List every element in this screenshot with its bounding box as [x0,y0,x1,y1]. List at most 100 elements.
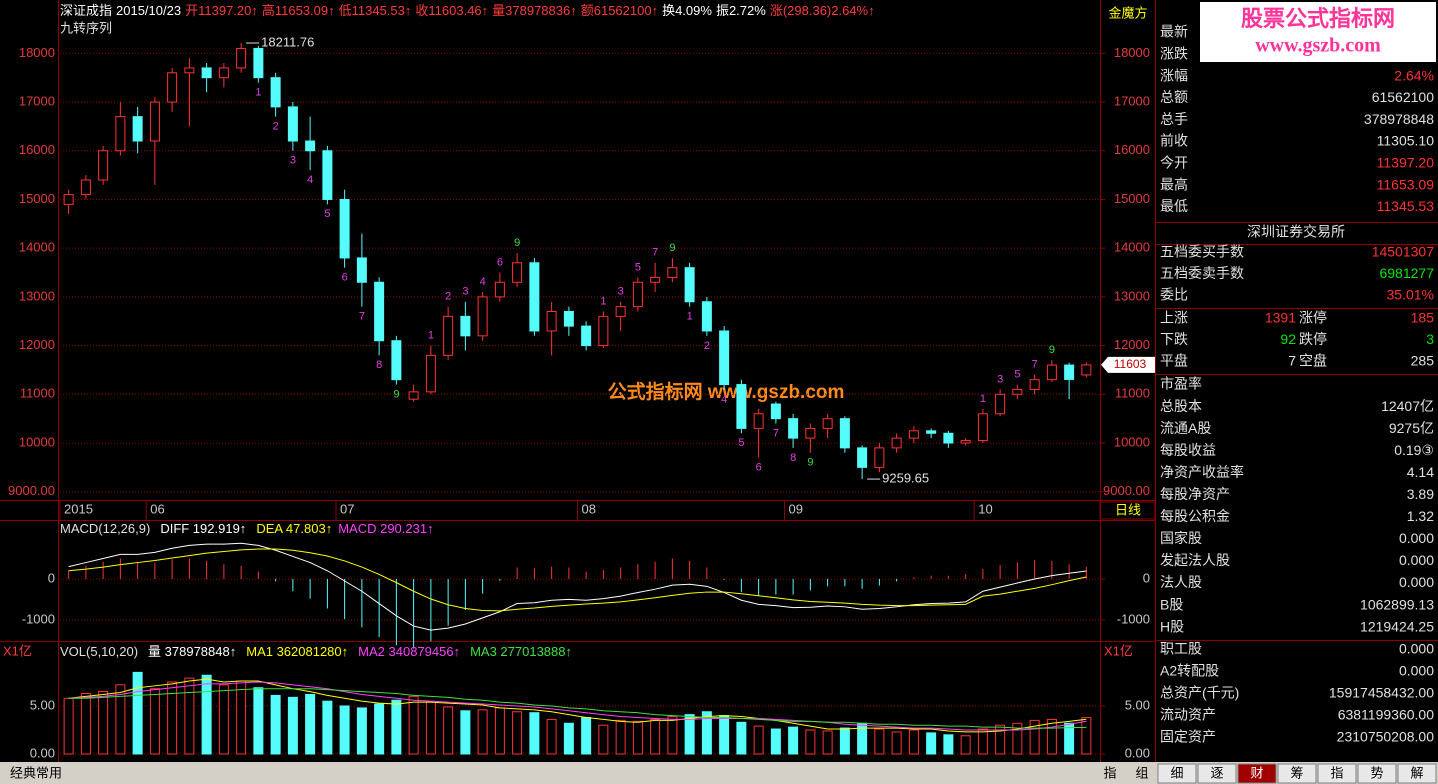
candle-body [1081,364,1092,376]
footer-button[interactable]: 组 [1135,765,1148,780]
volume-bar [305,693,316,755]
volume-bar [753,725,764,755]
row-label: 每股公积金 [1160,508,1230,524]
volume-bar [719,715,730,755]
footer-tab[interactable] [1157,763,1197,784]
footer-tab-label[interactable]: 筹 [1290,765,1303,780]
footer-tab[interactable] [1197,763,1237,784]
row-value: 11653.09 [1377,176,1435,192]
ma-line [68,681,1087,731]
candle-body [598,315,609,347]
footer-tab[interactable] [1277,763,1317,784]
volume-bar [943,734,954,755]
candle-body [632,281,643,308]
footer-button[interactable]: 指 [1103,765,1116,780]
td-label: 5 [635,261,641,273]
volume-bar [236,680,247,755]
candle-body [581,325,592,347]
y2-tick-label: 18000 [1114,45,1150,60]
y2-tick-label: 16000 [1114,142,1150,157]
candle-body [408,391,419,400]
y-tick-label: 10000 [19,434,55,449]
footer-tab-label[interactable]: 财 [1250,765,1263,780]
footer-tab-label[interactable]: 细 [1170,765,1183,780]
volume-bar [253,687,264,755]
row-label: 每股净资产 [1160,486,1230,502]
row-value: 9275亿 [1389,420,1434,436]
volume-bar [563,722,574,755]
y2-tick-label: 9000.00 [1103,483,1150,498]
row-value: 3 [1426,331,1434,347]
td-label: 9 [393,388,399,400]
volume-bar [977,728,988,755]
row-value: 2310750208.00 [1337,729,1435,745]
volume-bar [1081,717,1092,755]
row-value: 1219424.25 [1360,618,1434,634]
td-label: 2 [704,340,710,352]
volume-bar [218,684,229,755]
row-value: 14501307 [1372,244,1435,260]
candle-body [98,150,109,181]
td-label: 5 [738,437,744,449]
volume-bar [874,728,885,755]
row-value: 0.000 [1399,530,1434,546]
candle-body [822,418,833,429]
row-label: 总股本 [1160,398,1202,414]
row-label: 职工股 [1160,640,1202,656]
row-label: 国家股 [1160,530,1202,546]
footer-tab[interactable] [1397,763,1437,784]
footer-tab-label[interactable]: 指 [1330,765,1343,780]
row-value: 11397.20 [1377,155,1435,171]
volume-bar [1046,718,1057,755]
y-tick-label: 14000 [19,240,55,255]
volume-bar [270,694,281,755]
volume-bar [960,735,971,755]
macd-line [68,542,1087,631]
row-value: 0.19③ [1394,442,1434,458]
footer-tab-label[interactable]: 逐 [1210,765,1223,780]
row-value: 2.64% [1394,67,1434,83]
candle-body [908,430,919,439]
row-label: 固定资产 [1160,729,1216,745]
row-label: 流动资产 [1160,707,1216,723]
row-label: 市盈率 [1160,376,1202,392]
row-value: 1062899.13 [1360,596,1434,612]
header: 深证成指 2015/10/23 开11397.20↑ 高11653.09↑ 低11345… [60,3,875,18]
volume-bar [443,706,454,755]
row-label: 下跌 [1160,331,1188,347]
logo-title: 股票公式指标网 [1241,6,1395,31]
footer-tab[interactable] [1237,763,1277,784]
footer-tab[interactable] [1357,763,1397,784]
y2-tick-label: 10000 [1114,434,1150,449]
volume-bar [598,724,609,755]
footer-tab-label[interactable]: 解 [1410,765,1423,780]
header-item: 2015/10/23 [116,3,181,18]
volume-bar [287,696,298,755]
footer-tab[interactable] [1317,763,1357,784]
row-label: 今开 [1160,155,1188,171]
candle-body [287,106,298,142]
candle-body [753,413,764,429]
y2-tick-label: 13000 [1114,288,1150,303]
header-item: 振2.72% [716,3,766,18]
td-label: 9 [807,457,813,469]
td-label: 5 [1014,368,1020,380]
volume-bar [115,684,126,755]
td-label: 5 [324,208,330,220]
footer-left[interactable]: 经典常用 [10,765,62,780]
footer-tab-label[interactable]: 势 [1370,765,1383,780]
row-value: 3.89 [1407,486,1434,502]
candle-body [425,354,436,393]
volume-bar [805,729,816,755]
row-value: 12407亿 [1381,398,1434,414]
macd-line [68,548,1087,612]
volume-bar [788,726,799,755]
volume-bar [736,721,747,755]
row-value: 6381199360.00 [1338,707,1434,723]
candle-body [650,276,661,283]
candle-body [339,198,350,259]
y2-tick-label: 12000 [1114,337,1150,352]
candle-body [391,340,402,381]
y2-tick-label: 0 [1143,570,1150,585]
row-value: 7 [1288,353,1296,369]
